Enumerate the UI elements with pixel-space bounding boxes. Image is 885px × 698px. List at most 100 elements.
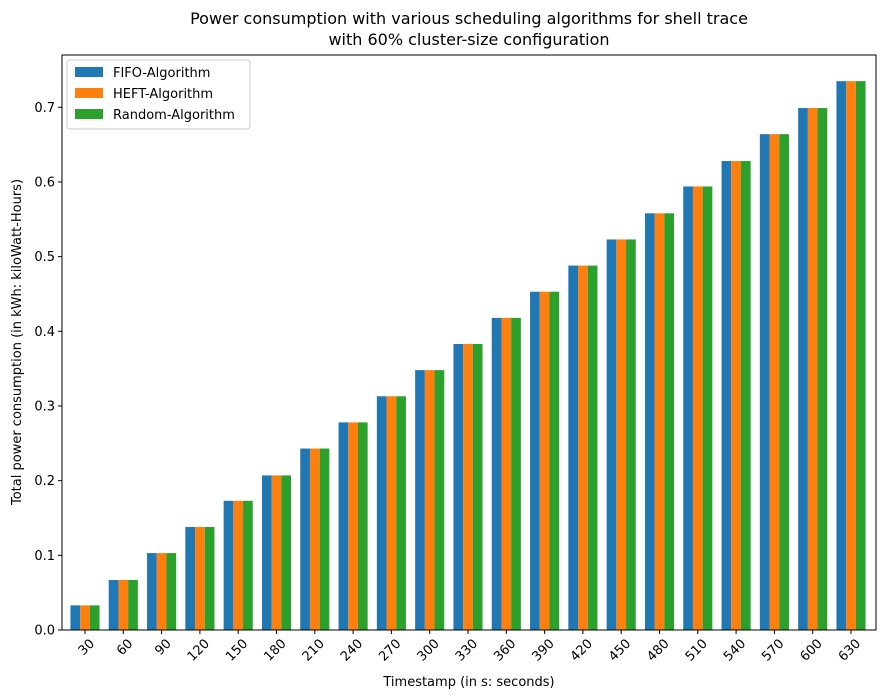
- y-tick-label: 0.5: [34, 250, 55, 265]
- x-tick-label: 210: [300, 636, 328, 664]
- bar-heft-algorithm-90: [156, 553, 167, 630]
- y-tick-label: 0.2: [34, 474, 55, 489]
- x-tick-label: 270: [376, 636, 404, 664]
- x-tick-label: 540: [721, 636, 749, 664]
- bar-random-algorithm-210: [319, 448, 330, 630]
- chart-title-line1: Power consumption with various schedulin…: [190, 9, 748, 28]
- bar-heft-algorithm-210: [309, 448, 320, 630]
- bar-random-algorithm-540: [740, 161, 751, 631]
- x-tick-label: 90: [152, 636, 174, 658]
- bar-random-algorithm-30: [89, 605, 100, 630]
- chart-title-line2: with 60% cluster-size configuration: [328, 30, 609, 49]
- x-tick-label: 240: [338, 636, 366, 664]
- bar-fifo-algorithm-570: [759, 134, 770, 630]
- legend-label: HEFT-Algorithm: [113, 87, 213, 102]
- bar-fifo-algorithm-240: [338, 422, 349, 630]
- legend-swatch: [75, 109, 103, 119]
- bar-fifo-algorithm-330: [453, 343, 464, 630]
- bar-fifo-algorithm-450: [606, 239, 617, 630]
- x-tick-label: 570: [759, 636, 787, 664]
- bar-random-algorithm-570: [779, 134, 789, 630]
- y-tick-label: 0.6: [34, 175, 55, 190]
- bar-random-algorithm-510: [702, 186, 713, 630]
- bar-random-algorithm-390: [549, 291, 560, 630]
- legend-label: FIFO-Algorithm: [113, 66, 210, 81]
- x-tick-label: 150: [223, 636, 251, 664]
- bar-heft-algorithm-600: [807, 108, 818, 630]
- bar-random-algorithm-600: [817, 108, 828, 630]
- x-tick-label: 390: [529, 636, 557, 664]
- bar-fifo-algorithm-300: [415, 370, 425, 630]
- bar-heft-algorithm-540: [731, 161, 741, 631]
- bar-heft-algorithm-630: [846, 81, 856, 630]
- y-axis: 0.0 0.1 0.2 0.3 0.4 0.5 0.6 0.7: [34, 101, 62, 639]
- bar-fifo-algorithm-120: [185, 526, 196, 630]
- bar-heft-algorithm-150: [233, 500, 244, 630]
- bar-heft-algorithm-510: [692, 186, 703, 630]
- x-tick-label: 330: [453, 636, 481, 664]
- x-tick-label: 120: [185, 636, 213, 664]
- plot-frame: [61, 54, 877, 631]
- bar-heft-algorithm-360: [501, 317, 512, 630]
- bar-fifo-algorithm-90: [147, 553, 157, 630]
- y-axis-label: Total power consumption (in kWh: kiloWat…: [10, 179, 25, 506]
- bar-fifo-algorithm-540: [721, 161, 732, 631]
- y-tick-label: 0.4: [34, 325, 55, 340]
- y-tick-label: 0.0: [34, 624, 55, 639]
- bar-fifo-algorithm-510: [683, 186, 693, 630]
- x-tick-label: 180: [261, 636, 289, 664]
- bar-random-algorithm-480: [664, 213, 675, 630]
- x-tick-label: 630: [836, 636, 864, 664]
- bar-random-algorithm-60: [128, 579, 138, 630]
- x-tick-label: 600: [798, 636, 826, 664]
- bar-random-algorithm-150: [243, 500, 253, 630]
- y-tick-label: 0.7: [34, 101, 55, 116]
- bar-heft-algorithm-180: [271, 475, 282, 630]
- legend-box: [66, 59, 251, 130]
- bar-heft-algorithm-420: [578, 265, 588, 630]
- bar-fifo-algorithm-360: [491, 317, 502, 630]
- y-tick-label: 0.1: [34, 549, 55, 564]
- bar-fifo-algorithm-390: [530, 291, 540, 630]
- bar-heft-algorithm-270: [386, 396, 397, 630]
- bar-heft-algorithm-60: [118, 579, 129, 630]
- bar-random-algorithm-270: [396, 396, 406, 630]
- bar-heft-algorithm-330: [463, 343, 473, 630]
- bar-fifo-algorithm-270: [376, 396, 387, 630]
- bar-heft-algorithm-120: [195, 526, 205, 630]
- bar-random-algorithm-330: [472, 343, 483, 630]
- bar-fifo-algorithm-210: [300, 448, 310, 630]
- bar-fifo-algorithm-630: [836, 81, 847, 630]
- bar-random-algorithm-90: [166, 553, 177, 630]
- x-tick-label: 480: [644, 636, 672, 664]
- bar-random-algorithm-630: [855, 81, 866, 630]
- bar-heft-algorithm-30: [80, 605, 90, 630]
- bar-heft-algorithm-480: [654, 213, 665, 630]
- bar-fifo-algorithm-30: [70, 605, 81, 630]
- bars-group: [70, 81, 866, 631]
- bar-heft-algorithm-450: [616, 239, 627, 630]
- bar-heft-algorithm-570: [769, 134, 780, 630]
- bar-random-algorithm-360: [511, 317, 521, 630]
- bar-fifo-algorithm-180: [261, 475, 272, 630]
- bar-heft-algorithm-300: [424, 370, 435, 630]
- x-tick-label: 450: [606, 636, 634, 664]
- bar-random-algorithm-120: [204, 526, 215, 630]
- legend-swatch: [75, 67, 103, 77]
- bar-random-algorithm-180: [281, 475, 292, 630]
- x-tick-label: 300: [415, 636, 443, 664]
- legend-swatch: [75, 88, 103, 98]
- bar-fifo-algorithm-60: [108, 579, 119, 630]
- bar-fifo-algorithm-600: [798, 108, 808, 630]
- bar-fifo-algorithm-420: [568, 265, 579, 630]
- legend-label: Random-Algorithm: [113, 108, 235, 123]
- y-tick-label: 0.3: [34, 399, 55, 414]
- x-tick-label: 60: [114, 636, 136, 658]
- x-axis-label: Timestamp (in s: seconds): [382, 675, 554, 690]
- bar-fifo-algorithm-150: [223, 500, 234, 630]
- bar-heft-algorithm-240: [348, 422, 358, 630]
- bar-random-algorithm-420: [587, 265, 598, 630]
- bar-random-algorithm-240: [357, 422, 368, 630]
